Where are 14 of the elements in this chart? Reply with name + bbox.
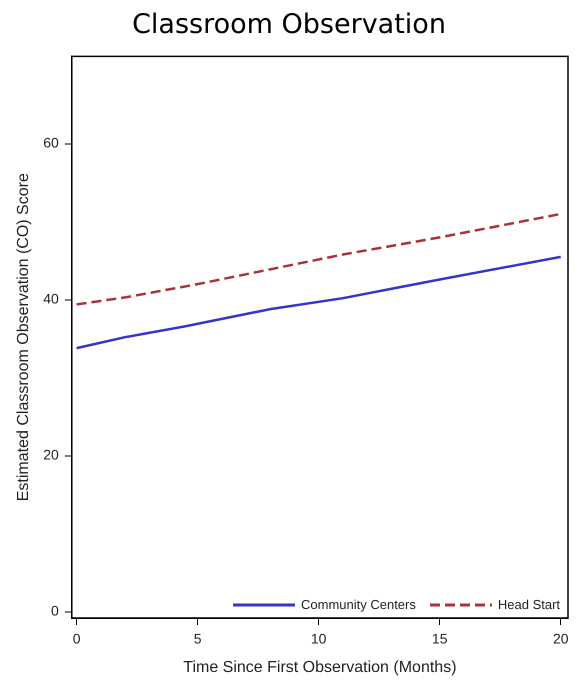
y-tick-label: 60 <box>43 134 59 151</box>
chart-title: Classroom Observation <box>132 9 446 40</box>
x-tick-label: 15 <box>432 630 448 646</box>
y-tick-label: 0 <box>50 602 59 619</box>
x-tick-label: 10 <box>310 630 327 646</box>
x-axis-title: Time Since First Observation (Months) <box>183 658 457 676</box>
y-axis-title: Estimated Classroom Observation (CO) Score <box>15 173 32 502</box>
x-tick-label: 5 <box>194 630 202 646</box>
y-tick-label: 20 <box>43 446 59 463</box>
x-tick-label: 20 <box>552 630 569 646</box>
legend-label: Community Centers <box>301 597 416 612</box>
x-tick-label: 0 <box>72 630 81 646</box>
y-tick-label: 40 <box>43 290 59 307</box>
legend-label: Head Start <box>498 597 560 612</box>
